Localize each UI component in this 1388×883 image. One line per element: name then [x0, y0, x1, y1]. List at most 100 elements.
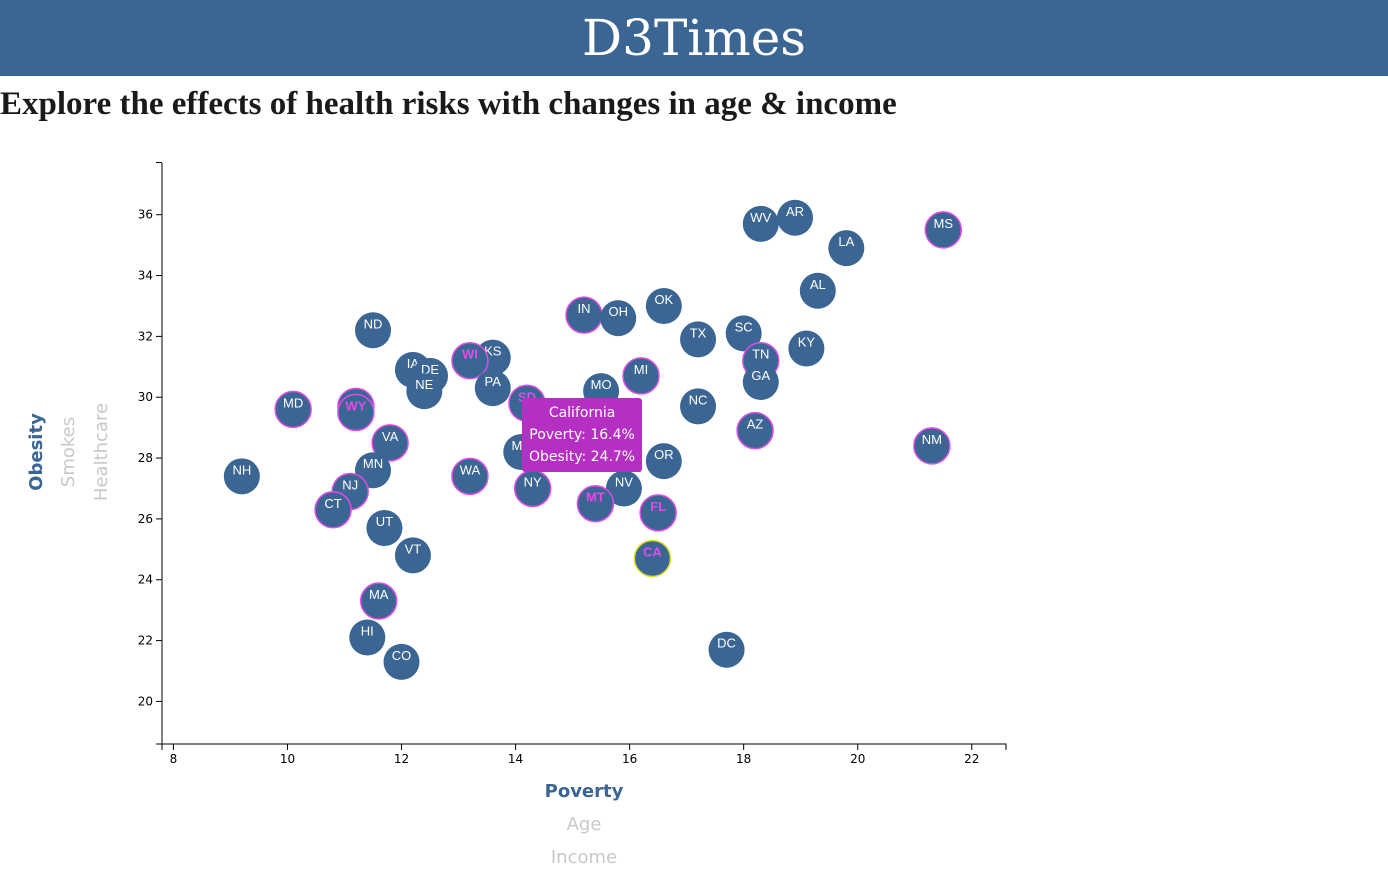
axis-label-options: Poverty Age Income Obesity Smokes Health…	[26, 403, 624, 868]
state-point-nh[interactable]: NH	[223, 458, 260, 495]
state-circle[interactable]	[600, 300, 637, 337]
x-tick-label: 22	[964, 752, 979, 766]
state-abbr-label: MA	[369, 587, 389, 602]
y-tick-label: 22	[138, 634, 153, 648]
state-circle[interactable]	[725, 315, 762, 352]
x-axis-label-age[interactable]: Age	[567, 814, 602, 835]
state-circle[interactable]	[742, 205, 779, 242]
state-point-mi[interactable]: MI	[622, 357, 660, 395]
state-point-nm[interactable]: NM	[913, 427, 951, 465]
state-point-wi[interactable]: WI	[451, 341, 489, 380]
state-circle[interactable]	[788, 330, 825, 367]
state-point-nv[interactable]: NV	[605, 470, 642, 507]
state-circle[interactable]	[605, 470, 642, 507]
y-tick-label: 28	[138, 451, 153, 465]
state-circle[interactable]	[924, 211, 963, 249]
state-point-ma[interactable]: MA	[359, 582, 398, 620]
x-axis-label-income[interactable]: Income	[551, 847, 617, 868]
state-point-wy[interactable]: WY	[337, 393, 375, 432]
state-point-nd[interactable]: ND	[355, 312, 391, 349]
state-point-ga[interactable]: GA	[742, 364, 779, 401]
state-point-ne[interactable]: NE	[406, 373, 443, 410]
x-tick-label: 14	[508, 752, 523, 766]
state-point-ct[interactable]: CT	[314, 491, 352, 529]
state-circle[interactable]	[622, 357, 660, 395]
state-circle[interactable]	[828, 230, 865, 267]
state-point-hi[interactable]: HI	[349, 619, 386, 656]
state-point-ar[interactable]: AR	[777, 199, 813, 236]
state-circle[interactable]	[576, 484, 615, 523]
state-circle[interactable]	[274, 390, 312, 429]
state-circle[interactable]	[371, 424, 409, 462]
state-circle[interactable]	[359, 582, 398, 620]
state-circle[interactable]	[799, 272, 836, 309]
state-circle[interactable]	[645, 287, 682, 324]
state-abbr-label: MN	[363, 456, 383, 471]
state-circle[interactable]	[777, 199, 813, 236]
state-circle[interactable]	[366, 510, 403, 547]
state-circle[interactable]	[474, 370, 511, 407]
state-circle[interactable]	[349, 619, 386, 656]
state-circle[interactable]	[680, 388, 717, 425]
state-point-vt[interactable]: VT	[394, 537, 431, 574]
y-axis-label-obesity[interactable]: Obesity	[26, 413, 47, 491]
state-point-ny[interactable]: NY	[513, 469, 552, 508]
state-point-ms[interactable]: MS	[924, 211, 963, 249]
state-point-la[interactable]: LA	[828, 230, 865, 267]
state-circle[interactable]	[633, 539, 672, 578]
state-point-al[interactable]: AL	[799, 272, 836, 309]
state-point-wa[interactable]: WA	[451, 457, 489, 496]
state-point-sc[interactable]: SC	[725, 315, 762, 352]
state-point-oh[interactable]: OH	[600, 300, 637, 337]
state-circle[interactable]	[708, 631, 745, 668]
x-tick-label: 10	[280, 752, 295, 766]
state-circle[interactable]	[383, 643, 420, 680]
x-axis-label-poverty[interactable]: Poverty	[545, 781, 624, 802]
state-circle[interactable]	[451, 341, 489, 380]
state-abbr-label: PA	[485, 374, 502, 389]
y-axis-label-healthcare[interactable]: Healthcare	[91, 403, 112, 501]
y-tick-label: 26	[138, 512, 153, 526]
state-abbr-label: NJ	[342, 478, 358, 493]
state-circle[interactable]	[680, 321, 717, 358]
state-circle[interactable]	[223, 458, 260, 495]
state-point-ky[interactable]: KY	[788, 330, 825, 367]
state-point-in[interactable]: IN	[565, 296, 603, 334]
state-point-tx[interactable]: TX	[680, 321, 717, 358]
state-circle[interactable]	[451, 457, 489, 496]
state-point-pa[interactable]: PA	[474, 370, 511, 407]
state-point-va[interactable]: VA	[371, 424, 409, 462]
state-abbr-label: WI	[462, 347, 478, 362]
state-point-mt[interactable]: MT	[576, 484, 615, 523]
state-point-co[interactable]: CO	[383, 643, 420, 680]
y-axis-label-smokes[interactable]: Smokes	[58, 417, 79, 487]
state-point-ca[interactable]: CA	[633, 539, 672, 578]
state-circle[interactable]	[406, 373, 443, 410]
state-abbr-label: UT	[376, 514, 393, 529]
state-point-ok[interactable]: OK	[645, 287, 682, 324]
state-point-md[interactable]: MD	[274, 390, 312, 429]
state-abbr-label: NE	[415, 377, 433, 392]
state-point-fl[interactable]: FL	[639, 494, 677, 532]
state-point-ut[interactable]: UT	[366, 510, 403, 547]
state-abbr-label: CO	[392, 648, 412, 663]
state-point-wv[interactable]: WV	[742, 205, 779, 242]
state-circle[interactable]	[639, 494, 677, 532]
state-point-dc[interactable]: DC	[708, 631, 745, 668]
state-circle[interactable]	[355, 312, 391, 349]
state-circle[interactable]	[913, 427, 951, 465]
state-abbr-label: WV	[750, 210, 771, 225]
state-circle[interactable]	[314, 491, 352, 529]
state-abbr-label: CT	[324, 496, 341, 511]
state-abbr-label: MD	[283, 395, 303, 410]
state-point-or[interactable]: OR	[645, 443, 682, 480]
state-circle[interactable]	[337, 393, 375, 432]
state-point-nc[interactable]: NC	[680, 388, 717, 425]
y-tick-label: 36	[138, 208, 153, 222]
state-circle[interactable]	[394, 537, 431, 574]
state-point-az[interactable]: AZ	[736, 411, 774, 450]
state-circle[interactable]	[742, 364, 779, 401]
state-circle[interactable]	[645, 443, 682, 480]
state-circle[interactable]	[736, 411, 774, 450]
